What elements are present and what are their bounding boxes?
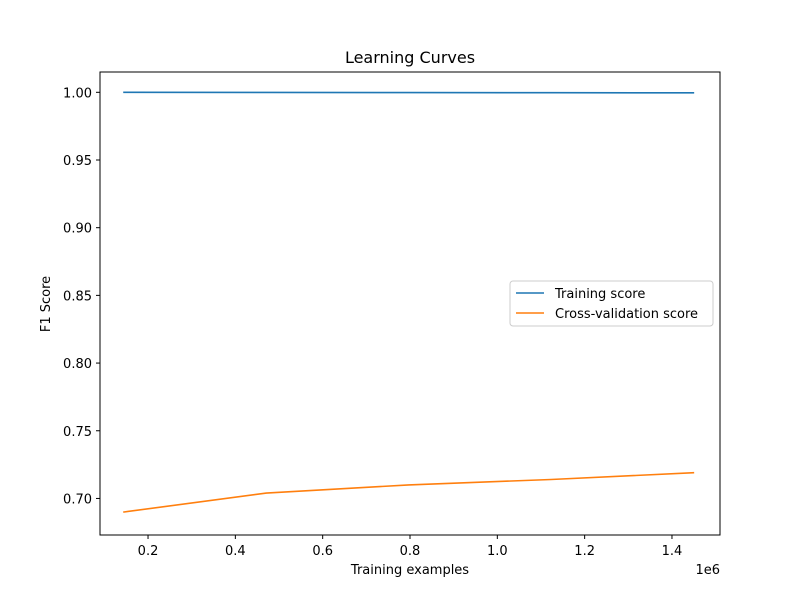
y-tick-label: 0.75 bbox=[63, 425, 92, 440]
legend-label-0: Training score bbox=[554, 287, 645, 302]
x-tick-label: 1.0 bbox=[487, 544, 508, 559]
x-tick-label: 0.6 bbox=[312, 544, 333, 559]
x-axis-label: Training examples bbox=[350, 563, 469, 578]
x-tick-label: 0.4 bbox=[225, 544, 246, 559]
legend-label-1: Cross-validation score bbox=[555, 307, 698, 322]
chart-title: Learning Curves bbox=[345, 48, 475, 67]
legend: Training score Cross-validation score bbox=[509, 280, 714, 327]
x-axis-offset-label: 1e6 bbox=[695, 563, 720, 578]
x-tick-label: 1.4 bbox=[662, 544, 683, 559]
y-tick-label: 0.80 bbox=[63, 357, 92, 372]
legend-box bbox=[509, 280, 714, 327]
plot-area: 0.2 0.4 0.6 0.8 1.0 1.2 1.4 0.70 0.75 0.80 0.85 0.9… bbox=[63, 71, 721, 559]
x-tick-label: 0.2 bbox=[138, 544, 159, 559]
y-tick-label: 0.90 bbox=[63, 222, 92, 237]
x-tick-label: 1.2 bbox=[574, 544, 595, 559]
y-tick-label: 0.70 bbox=[63, 492, 92, 507]
series-line-1 bbox=[123, 471, 695, 513]
y-tick-label: 0.85 bbox=[63, 289, 92, 304]
series-line-0 bbox=[123, 91, 695, 94]
y-tick-label: 0.95 bbox=[63, 154, 92, 169]
y-axis-label: F1 Score bbox=[39, 276, 54, 332]
y-tick-label: 1.00 bbox=[63, 86, 92, 101]
x-tick-label: 0.8 bbox=[400, 544, 421, 559]
